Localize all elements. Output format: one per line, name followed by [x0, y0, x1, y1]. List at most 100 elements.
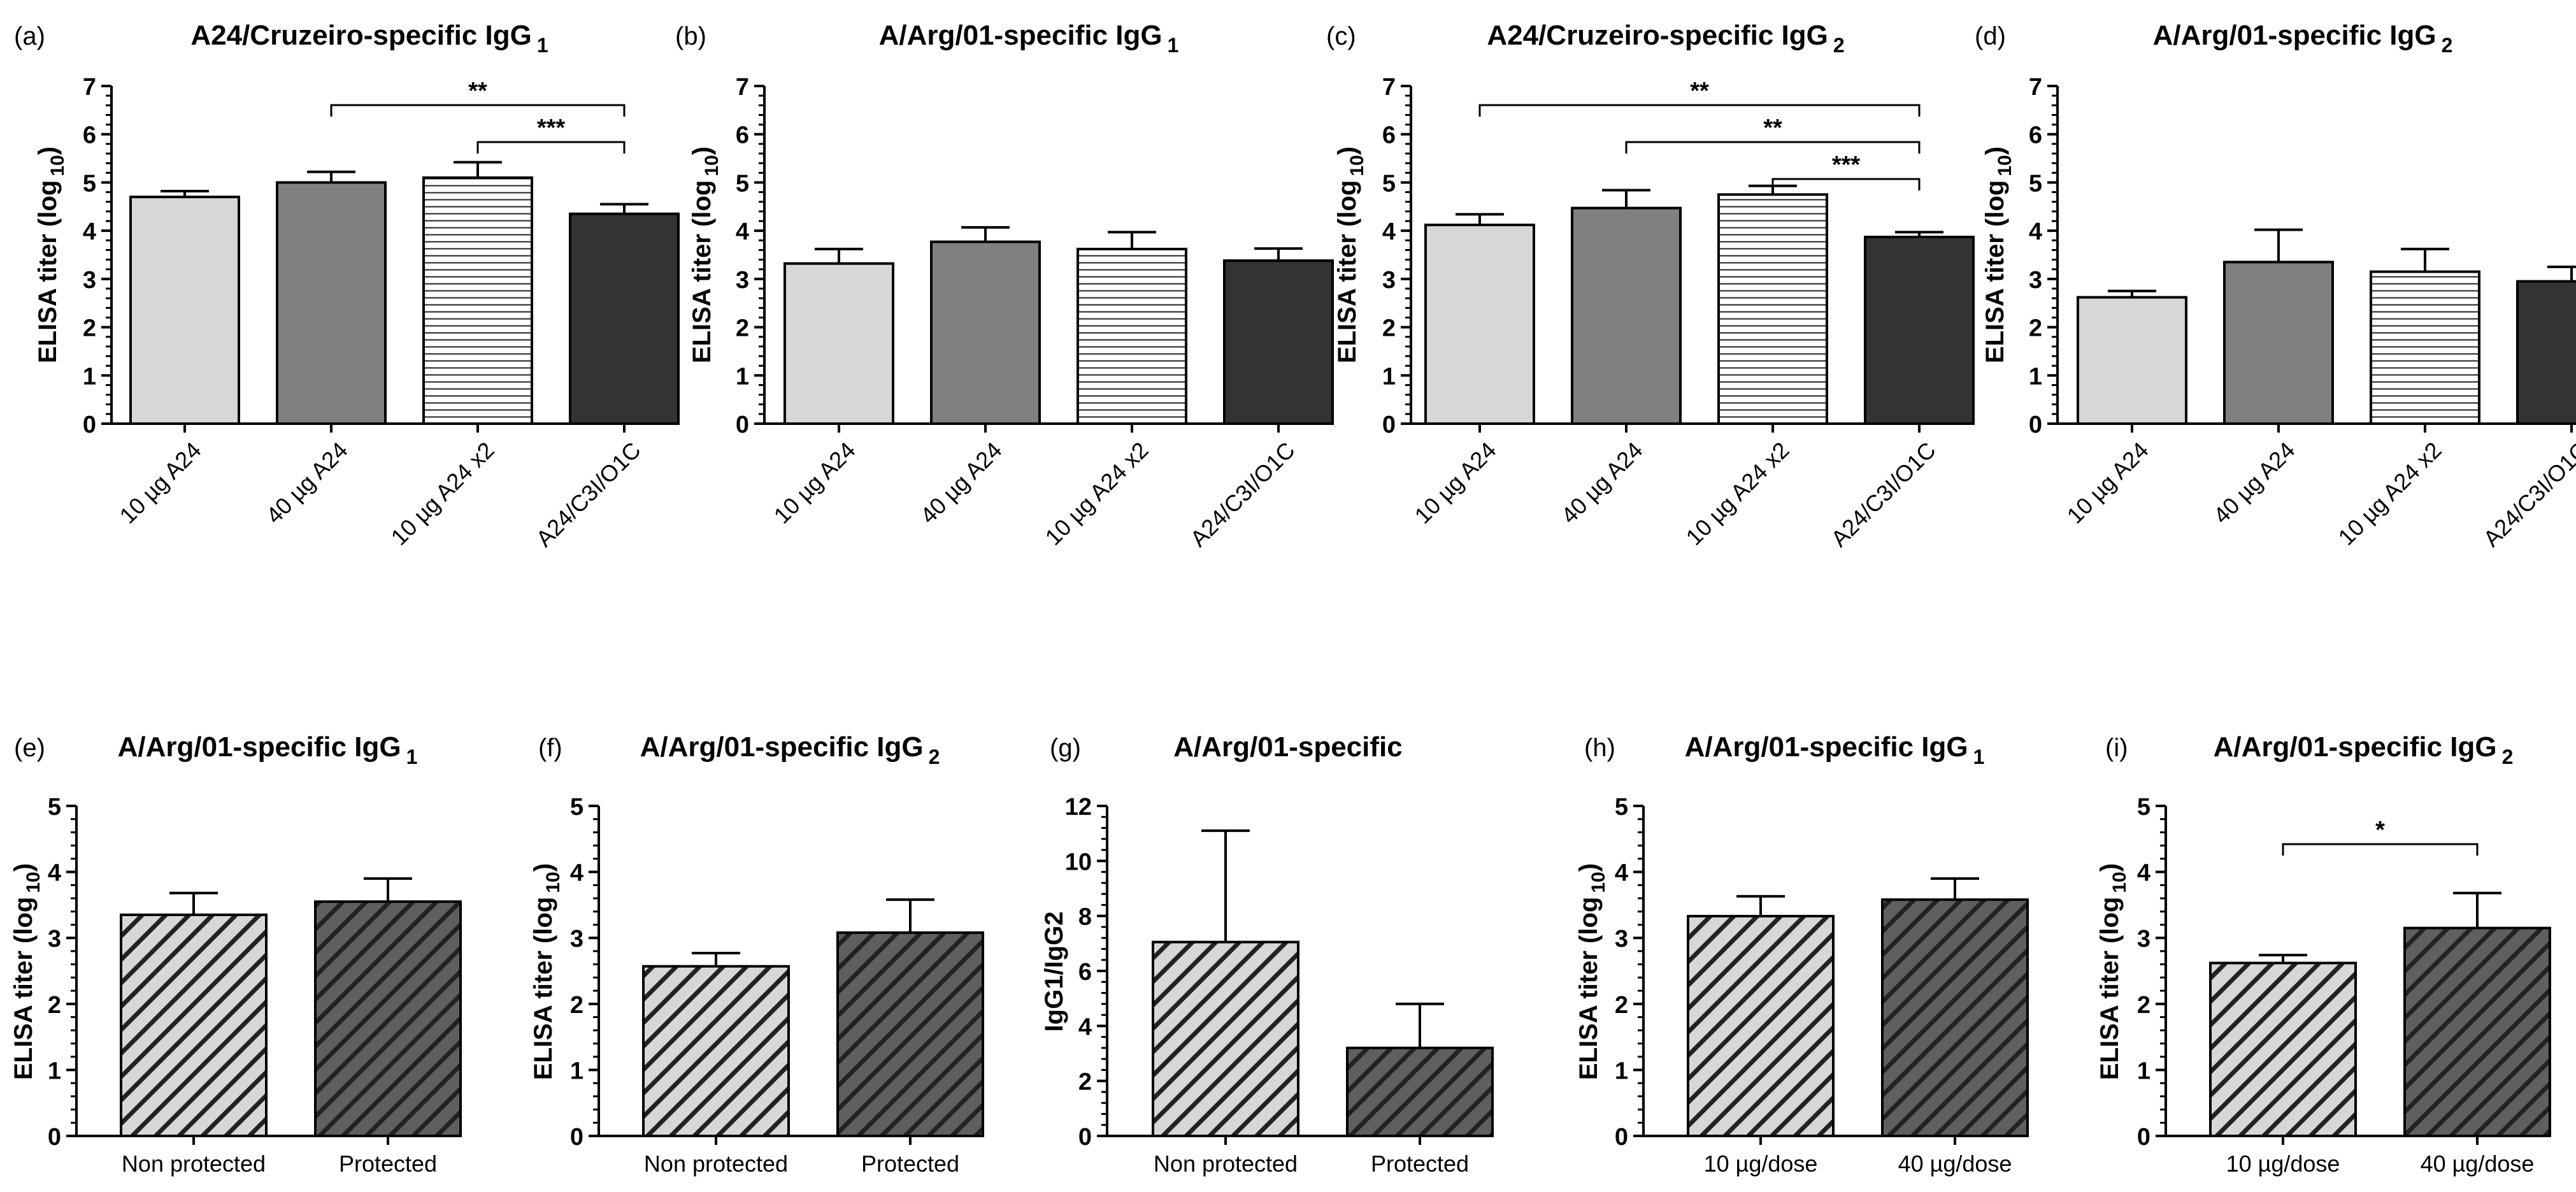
- y-tick-label: 6: [1078, 959, 1092, 986]
- y-tick-label: 2: [1382, 315, 1396, 342]
- bar: [422, 176, 533, 425]
- y-tick-label: 1: [2029, 363, 2042, 390]
- y-tick-label: 2: [1615, 992, 1628, 1019]
- chart-title-subscript: 1: [537, 34, 548, 57]
- y-tick-label: 4: [570, 860, 583, 887]
- x-tick-label: 40 µg A24: [2208, 437, 2300, 529]
- x-tick-label: 10 µg A24: [2061, 437, 2153, 529]
- x-tick-label: 40 µg/dose: [2421, 1151, 2535, 1177]
- y-axis-label-text: ELISA titer (log: [1333, 180, 1361, 363]
- y-axis-label-text: IgG1/IgG2: [1040, 912, 1068, 1032]
- y-tick-label: 3: [2029, 267, 2042, 294]
- panel-label: (e): [14, 734, 45, 762]
- y-tick-label: 0: [1615, 1124, 1628, 1151]
- panel-label: (i): [2105, 734, 2128, 762]
- bar: [1881, 898, 2029, 1138]
- y-tick-label: 2: [83, 315, 96, 342]
- chart-title: A/Arg/01-specific IgG 1: [1685, 731, 1985, 768]
- significance-label: ***: [537, 115, 566, 141]
- y-tick-label: 5: [2029, 170, 2042, 197]
- chart-title-subscript: 2: [929, 745, 940, 768]
- x-tick-label: 10 µg/dose: [1704, 1151, 1818, 1177]
- y-tick-label: 5: [83, 170, 96, 197]
- y-axis-label-close: ): [1981, 147, 2009, 155]
- bar: [1687, 915, 1835, 1137]
- x-tick-label: 40 µg A24: [1556, 437, 1647, 529]
- chart-title: A/Arg/01-specific IgG 1: [879, 20, 1179, 57]
- y-axis-label: ELISA titer (log 10): [1981, 147, 2015, 363]
- y-tick-label: 6: [1382, 122, 1396, 149]
- y-tick-label: 7: [2029, 74, 2042, 101]
- y-tick-label: 1: [736, 363, 749, 390]
- y-tick-label: 2: [570, 992, 583, 1019]
- bar: [120, 913, 268, 1137]
- y-tick-label: 10: [1065, 849, 1092, 875]
- bar: [1346, 1046, 1494, 1138]
- x-tick-label: 10 µg/dose: [2226, 1151, 2340, 1177]
- chart-title-subscript: 2: [1833, 34, 1845, 57]
- x-tick-label: 40 µg A24: [261, 437, 352, 529]
- y-axis-label-subscript: 10: [1994, 155, 2015, 176]
- bar: [276, 181, 387, 425]
- panel-label: (h): [1584, 734, 1615, 762]
- x-tick-label: 10 µg A24 x2: [386, 437, 499, 550]
- chart-title-subscript: 2: [2502, 745, 2514, 768]
- y-tick-label: 4: [1078, 1014, 1092, 1040]
- y-tick-label: 1: [48, 1058, 61, 1084]
- chart-title-subscript: 2: [2442, 34, 2453, 57]
- chart-title-text: A/Arg/01-specific IgG: [640, 731, 924, 763]
- y-tick-label: 1: [1382, 363, 1396, 390]
- significance-bracket: [2282, 843, 2479, 856]
- y-tick-label: 3: [1615, 926, 1628, 952]
- x-tick-label: 10 µg A24: [1409, 437, 1501, 529]
- chart-title: A24/Cruzeiro-specific IgG 2: [1487, 20, 1844, 57]
- bar: [1424, 224, 1535, 425]
- y-axis-label-subscript: 10: [1347, 155, 1368, 176]
- chart-title: A/Arg/01-specific IgG 2: [2153, 20, 2453, 57]
- y-tick-label: 2: [736, 315, 749, 342]
- y-tick-label: 3: [2137, 926, 2150, 952]
- y-tick-label: 2: [48, 992, 61, 1019]
- y-axis-label-subscript: 10: [1588, 872, 1609, 893]
- y-axis-label: ELISA titer (log 10): [10, 863, 44, 1080]
- significance-label: **: [1690, 78, 1709, 104]
- chart-title-text: A24/Cruzeiro-specific IgG: [1487, 20, 1828, 51]
- significance-bracket: [1478, 104, 1921, 117]
- bar: [2077, 296, 2187, 425]
- y-axis-label-close: ): [10, 863, 38, 872]
- bar: [1571, 206, 1682, 425]
- y-tick-label: 3: [83, 267, 96, 294]
- y-axis-label-subscript: 10: [23, 872, 44, 893]
- bar: [1077, 247, 1187, 425]
- chart-title-text: A/Arg/01-specific IgG: [2153, 20, 2436, 51]
- y-tick-label: 3: [48, 926, 61, 952]
- significance-bracket: [1771, 178, 1921, 190]
- chart-title-text: A/Arg/01-specific IgG: [879, 20, 1163, 51]
- significance-bracket: [1625, 141, 1921, 154]
- y-tick-label: 6: [2029, 122, 2042, 149]
- y-tick-label: 2: [1078, 1069, 1092, 1096]
- bar: [1152, 940, 1299, 1138]
- y-tick-label: 0: [736, 412, 749, 438]
- y-axis-label-text: ELISA titer (log: [1981, 180, 2009, 363]
- y-axis-label-close: ): [529, 863, 557, 872]
- chart-panel: (d) A/Arg/01-specific IgG 2 ELISA titer (lo…: [1975, 20, 2576, 552]
- y-tick-label: 4: [736, 219, 749, 245]
- bar: [2370, 270, 2480, 425]
- y-tick-label: 4: [1382, 219, 1396, 245]
- y-tick-label: 4: [48, 860, 61, 887]
- x-tick-label: Protected: [1371, 1151, 1469, 1177]
- chart-title: A/Arg/01-specific IgG 2: [2214, 731, 2514, 768]
- chart-panel: (g) A/Arg/01-specific IgG1/IgG2 0 2 4 6 8 10 12 No…: [1040, 731, 1494, 1177]
- panel-label: (f): [538, 734, 562, 762]
- bar: [2209, 961, 2357, 1137]
- bar: [642, 965, 790, 1138]
- y-tick-label: 4: [2137, 860, 2150, 887]
- significance-label: ***: [1832, 152, 1861, 178]
- bar: [2223, 261, 2334, 425]
- y-tick-label: 0: [2029, 412, 2042, 438]
- panel-label: (a): [14, 22, 45, 50]
- y-axis-label: ELISA titer (log 10): [1333, 147, 1368, 363]
